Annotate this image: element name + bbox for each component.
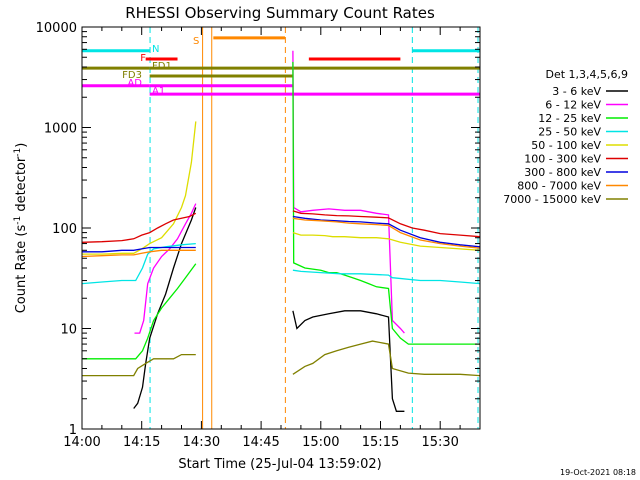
flag-label-n: N (152, 44, 159, 55)
x-axis-label: Start Time (25-Jul-04 13:59:02) (178, 457, 381, 472)
legend-label-1: 6 - 12 keV (545, 99, 601, 112)
y-axis-label-end: ) (14, 143, 29, 148)
series-line-7-0 (81, 249, 196, 258)
series-line-8-0 (82, 353, 196, 377)
flag-label-ad: AD (127, 78, 142, 89)
series-line-5-1 (292, 210, 481, 238)
series-line-7-1 (292, 217, 481, 249)
series-line-2-1 (292, 61, 480, 345)
flag-label-a1: A1 (152, 86, 165, 97)
y-axis-label-main: Count Rate (s (14, 225, 29, 314)
series-line-6-1 (292, 215, 481, 248)
x-tick-label-3: 14:45 (242, 435, 279, 450)
series-line-6-0 (82, 246, 196, 253)
x-tick-label-6: 15:30 (421, 435, 458, 450)
footer-timestamp: 19-Oct-2021 08:18 (560, 468, 636, 477)
legend-label-3: 25 - 50 keV (538, 126, 601, 139)
series-line-1-1 (292, 50, 405, 334)
legend-label-7: 800 - 7000 keV (517, 180, 601, 193)
x-tick-label-0: 14:00 (63, 435, 100, 450)
series-line-5-0 (81, 212, 197, 243)
legend-label-8: 7000 - 15000 keV (503, 193, 601, 206)
axes-layer: 14:00 14:15 14:30 14:45 15:00 15:15 15:30 1 10 10… (36, 21, 481, 450)
series-line-1-0 (134, 203, 197, 334)
legend-label-4: 50 - 100 keV (531, 139, 601, 152)
series-line-8-1 (292, 340, 481, 377)
y-axis-label-sup2: -1 (13, 148, 23, 157)
legend-label-2: 12 - 25 keV (538, 112, 601, 125)
flag-label-fd3: FD3 (122, 70, 142, 81)
series-line-2-0 (82, 263, 197, 360)
chart-title: RHESSI Observing Summary Count Rates (125, 4, 435, 22)
y-axis-label: Count Rate (s-1 detector-1) (13, 143, 29, 314)
x-tick-label-2: 14:30 (183, 435, 220, 450)
series-line-3-0 (81, 242, 196, 285)
y-tick-label-4: 10000 (36, 21, 77, 36)
y-axis-label-mid: detector (14, 156, 29, 216)
y-axis-label-sup1: -1 (13, 216, 23, 225)
x-tick-label-5: 15:15 (362, 435, 399, 450)
series-line-4-1 (292, 231, 481, 251)
x-tick-label-4: 15:00 (302, 435, 339, 450)
legend-label-6: 300 - 800 keV (524, 166, 601, 179)
flag-label-fd1: FD1 (152, 61, 172, 72)
flag-label-f: F (140, 53, 146, 64)
legend-label-0: 3 - 6 keV (552, 85, 601, 98)
y-tick-label-2: 100 (52, 222, 77, 237)
y-tick-label-3: 1000 (44, 122, 77, 137)
x-tick-label-1: 14:15 (123, 435, 160, 450)
y-tick-label-1: 10 (60, 323, 77, 338)
y-tick-label-0: 1 (69, 423, 77, 438)
legend-title: Det 1,3,4,5,6,9 (545, 68, 628, 81)
series-line-3-1 (292, 269, 481, 285)
series-line-4-0 (82, 121, 197, 255)
flag-label-s: S (193, 36, 199, 47)
legend-label-5: 100 - 300 keV (524, 153, 601, 166)
series-line-0-1 (292, 310, 405, 412)
